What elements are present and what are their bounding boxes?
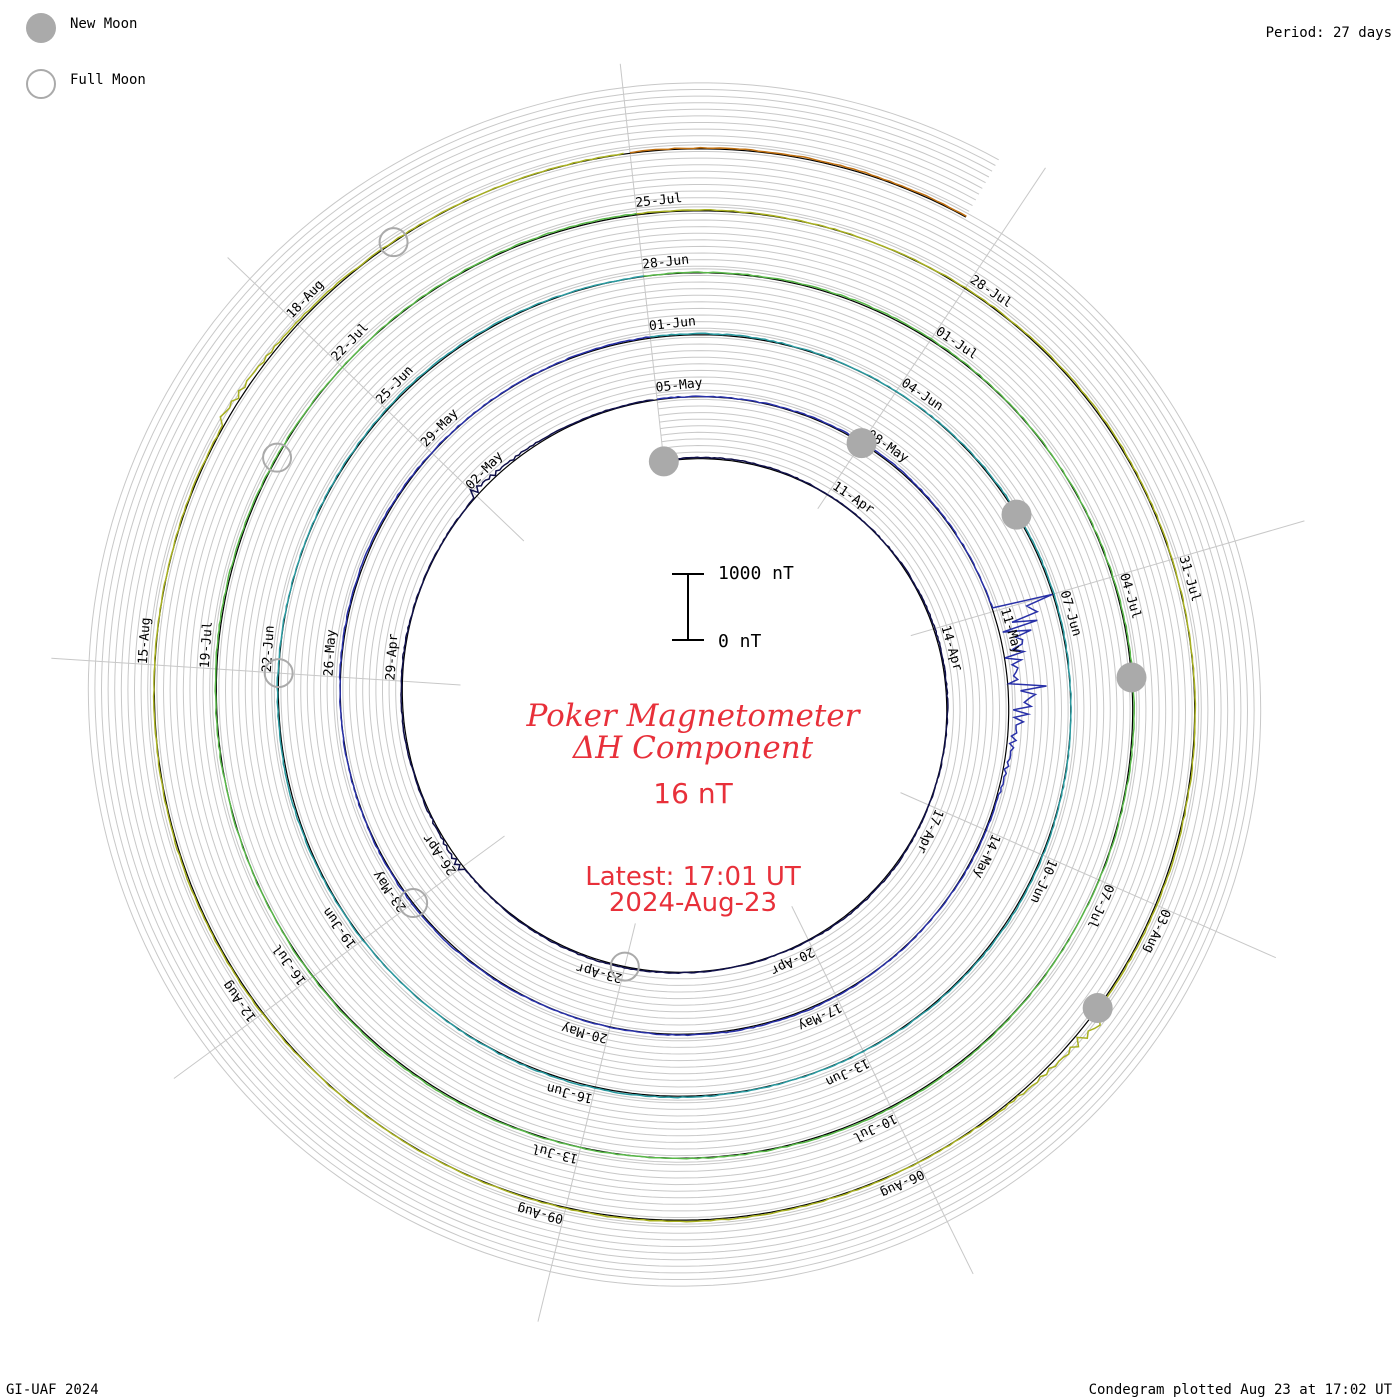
grid-spoke [619, 63, 666, 472]
date-tick-label: 15-Aug [136, 617, 154, 665]
grid-spoke [791, 906, 974, 1275]
full-moon-marker [398, 888, 429, 919]
new-moon-marker [1001, 499, 1032, 530]
full-moon-legend-label: Full Moon [70, 72, 146, 88]
magnetometer-trace [214, 212, 1136, 1160]
title-block: Poker Magnetometer ΔH Component 16 nT La… [526, 698, 862, 918]
footer-credit: GI-UAF 2024 [6, 1382, 99, 1398]
grid-layer [51, 63, 1305, 1322]
new-moon-marker [648, 446, 679, 477]
date-tick-label: 26-May [322, 629, 340, 677]
full-moon-marker [378, 227, 409, 258]
date-tick-label: 05-May [655, 376, 703, 396]
grid-ring [147, 141, 1202, 1228]
period-label: Period: 27 days [1266, 25, 1392, 41]
new-moon-marker [1116, 662, 1147, 693]
date-tick-label: 07-Jul [1084, 881, 1117, 930]
new-moon-marker [1082, 993, 1113, 1024]
current-value: 16 nT [653, 777, 733, 810]
scale-bar-bottom-label: 0 nT [718, 631, 762, 652]
date-tick-label: 20-May [560, 1020, 609, 1046]
new-moon-legend-icon [26, 13, 56, 43]
full-moon-legend-icon [26, 69, 56, 99]
grid-ring [127, 122, 1222, 1247]
grid-ring [120, 115, 1229, 1254]
date-tick-label: 01-Jun [648, 314, 696, 334]
scale-bar: 1000 nT 0 nT [672, 563, 794, 652]
date-tick-label: 31-Jul [1176, 554, 1204, 603]
date-tick-label: 14-Apr [937, 624, 965, 673]
date-tick-label: 25-Jul [635, 191, 683, 211]
grid-ring [87, 82, 1262, 1287]
date-tick-label: 19-Jul [198, 621, 216, 669]
new-moon-marker [846, 428, 877, 459]
date-tick-label: 07-Jun [1057, 589, 1085, 638]
chart-subtitle: ΔH Component [572, 730, 814, 766]
magnetometer-trace [338, 336, 1053, 1037]
date-tick-label: 23-Apr [575, 959, 624, 985]
date-tick-label: 04-Jul [1116, 572, 1144, 621]
scale-bar-top-label: 1000 nT [718, 563, 794, 584]
grid-spoke [900, 792, 1277, 959]
data-trace-layer [152, 146, 1197, 1223]
magnetometer-trace [400, 399, 949, 974]
grid-ring [107, 102, 1242, 1267]
grid-ring [100, 95, 1249, 1274]
date-tick-label: 28-Jun [641, 253, 689, 273]
magnetometer-trace [629, 146, 967, 217]
full-moon-marker [263, 658, 294, 689]
date-tick-label: 22-Jun [260, 625, 278, 673]
grid-ring [114, 108, 1235, 1261]
full-moon-marker [609, 951, 640, 982]
latest-date: 2024-Aug-23 [609, 888, 777, 918]
footer-plot-time: Condegram plotted Aug 23 at 17:02 UT [1089, 1382, 1393, 1398]
date-tick-label: 16-Jun [545, 1080, 594, 1106]
grid-spoke [910, 520, 1305, 637]
date-tick-label: 09-Aug [516, 1200, 565, 1226]
moon-marker-layer [262, 227, 1147, 1024]
magnetometer-trace [152, 152, 1197, 1223]
magnetometer-trace [276, 275, 1072, 1099]
full-moon-marker [262, 442, 293, 473]
grid-ring [133, 128, 1216, 1241]
grid-ring [140, 135, 1209, 1234]
date-tick-label: 17-Apr [913, 807, 946, 856]
grid-spoke [537, 923, 636, 1322]
date-tick-label: 29-Apr [383, 633, 401, 681]
grid-spoke [173, 835, 505, 1079]
grid-spoke [51, 657, 461, 686]
date-tick-label: 14-May [970, 831, 1003, 880]
latest-time: Latest: 17:01 UT [585, 862, 801, 892]
grid-spoke [227, 257, 525, 542]
chart-title: Poker Magnetometer [526, 698, 862, 734]
grid-ring [94, 89, 1255, 1280]
new-moon-legend-label: New Moon [70, 16, 137, 32]
